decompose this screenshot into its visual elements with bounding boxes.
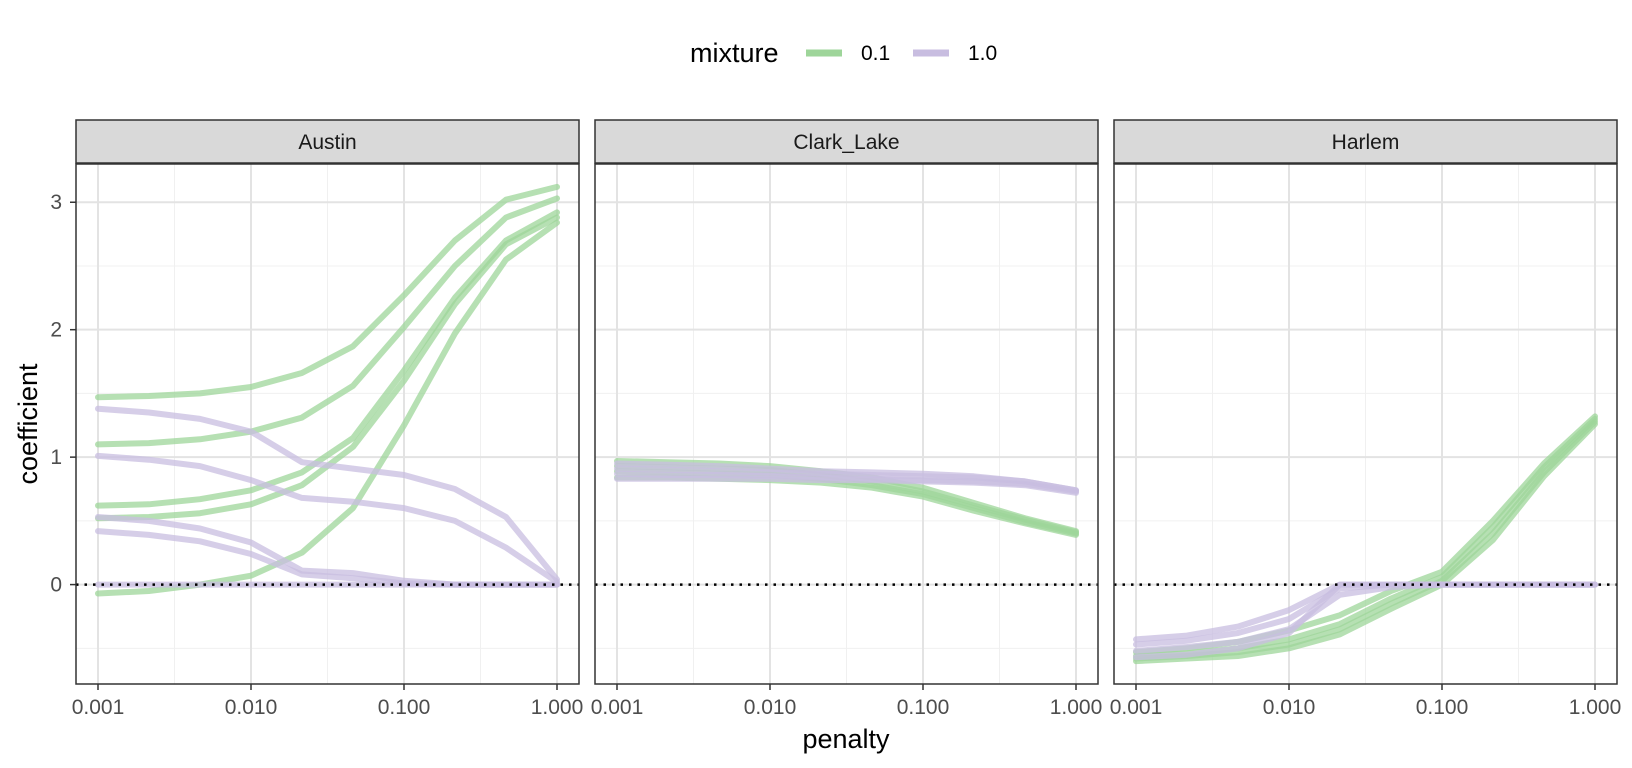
panel-clark_lake: Clark_Lake 0.001 0.010 0.100 1.000 — [591, 119, 1103, 719]
x-tick-label: 0.010 — [225, 696, 278, 719]
strip-label: Clark_Lake — [793, 131, 899, 154]
series-line-mixture-0_1 — [95, 195, 560, 448]
series-line-mixture-1_0 — [1133, 581, 1598, 661]
facet-panels: Austin 0.001 0.010 0.100 1.000 0 1 2 3 Clark_Lake… — [50, 119, 1622, 719]
series-line-mixture-0_1 — [95, 183, 560, 401]
series-line-mixture-1_0 — [614, 475, 1079, 496]
panel-border — [75, 163, 580, 685]
x-tick-label: 1.000 — [531, 696, 584, 719]
series-line-mixture-0_1 — [95, 209, 560, 509]
x-tick-label: 0.010 — [1263, 696, 1316, 719]
series-line-mixture-0_1 — [95, 219, 560, 597]
x-tick-label: 0.001 — [72, 696, 125, 719]
series-line-mixture-1_0 — [95, 452, 560, 585]
series-line-mixture-1_0 — [95, 405, 560, 583]
strip-background — [594, 119, 1099, 164]
x-axis-title: penalty — [802, 724, 890, 754]
y-tick-label: 0 — [50, 574, 62, 597]
series-line-mixture-1_0 — [614, 465, 1079, 494]
panel-border — [1113, 163, 1618, 685]
legend: mixture 0.1 1.0 — [690, 38, 997, 68]
strip-label: Harlem — [1332, 131, 1400, 154]
legend-title: mixture — [690, 38, 779, 68]
x-tick-label: 0.010 — [744, 696, 797, 719]
y-axis-title: coefficient — [13, 363, 43, 485]
panel-austin: Austin 0.001 0.010 0.100 1.000 0 1 2 3 — [50, 119, 584, 719]
legend-label-0_1: 0.1 — [861, 42, 890, 65]
panel-border — [594, 163, 1099, 685]
x-tick-label: 0.100 — [1416, 696, 1469, 719]
strip-background — [75, 119, 580, 164]
legend-label-1_0: 1.0 — [968, 42, 997, 65]
y-tick-label: 1 — [50, 446, 62, 469]
y-tick-label: 2 — [50, 319, 62, 342]
x-tick-label: 1.000 — [1050, 696, 1103, 719]
panel-harlem: Harlem 0.001 0.010 0.100 1.000 — [1110, 119, 1622, 719]
y-tick-label: 3 — [50, 191, 62, 214]
x-tick-label: 0.100 — [897, 696, 950, 719]
x-tick-label: 0.001 — [591, 696, 644, 719]
strip-background — [1113, 119, 1618, 164]
series-line-mixture-0_1 — [1133, 421, 1598, 665]
x-tick-label: 0.100 — [378, 696, 431, 719]
x-tick-label: 0.001 — [1110, 696, 1163, 719]
x-tick-label: 1.000 — [1569, 696, 1622, 719]
strip-label: Austin — [298, 131, 356, 154]
